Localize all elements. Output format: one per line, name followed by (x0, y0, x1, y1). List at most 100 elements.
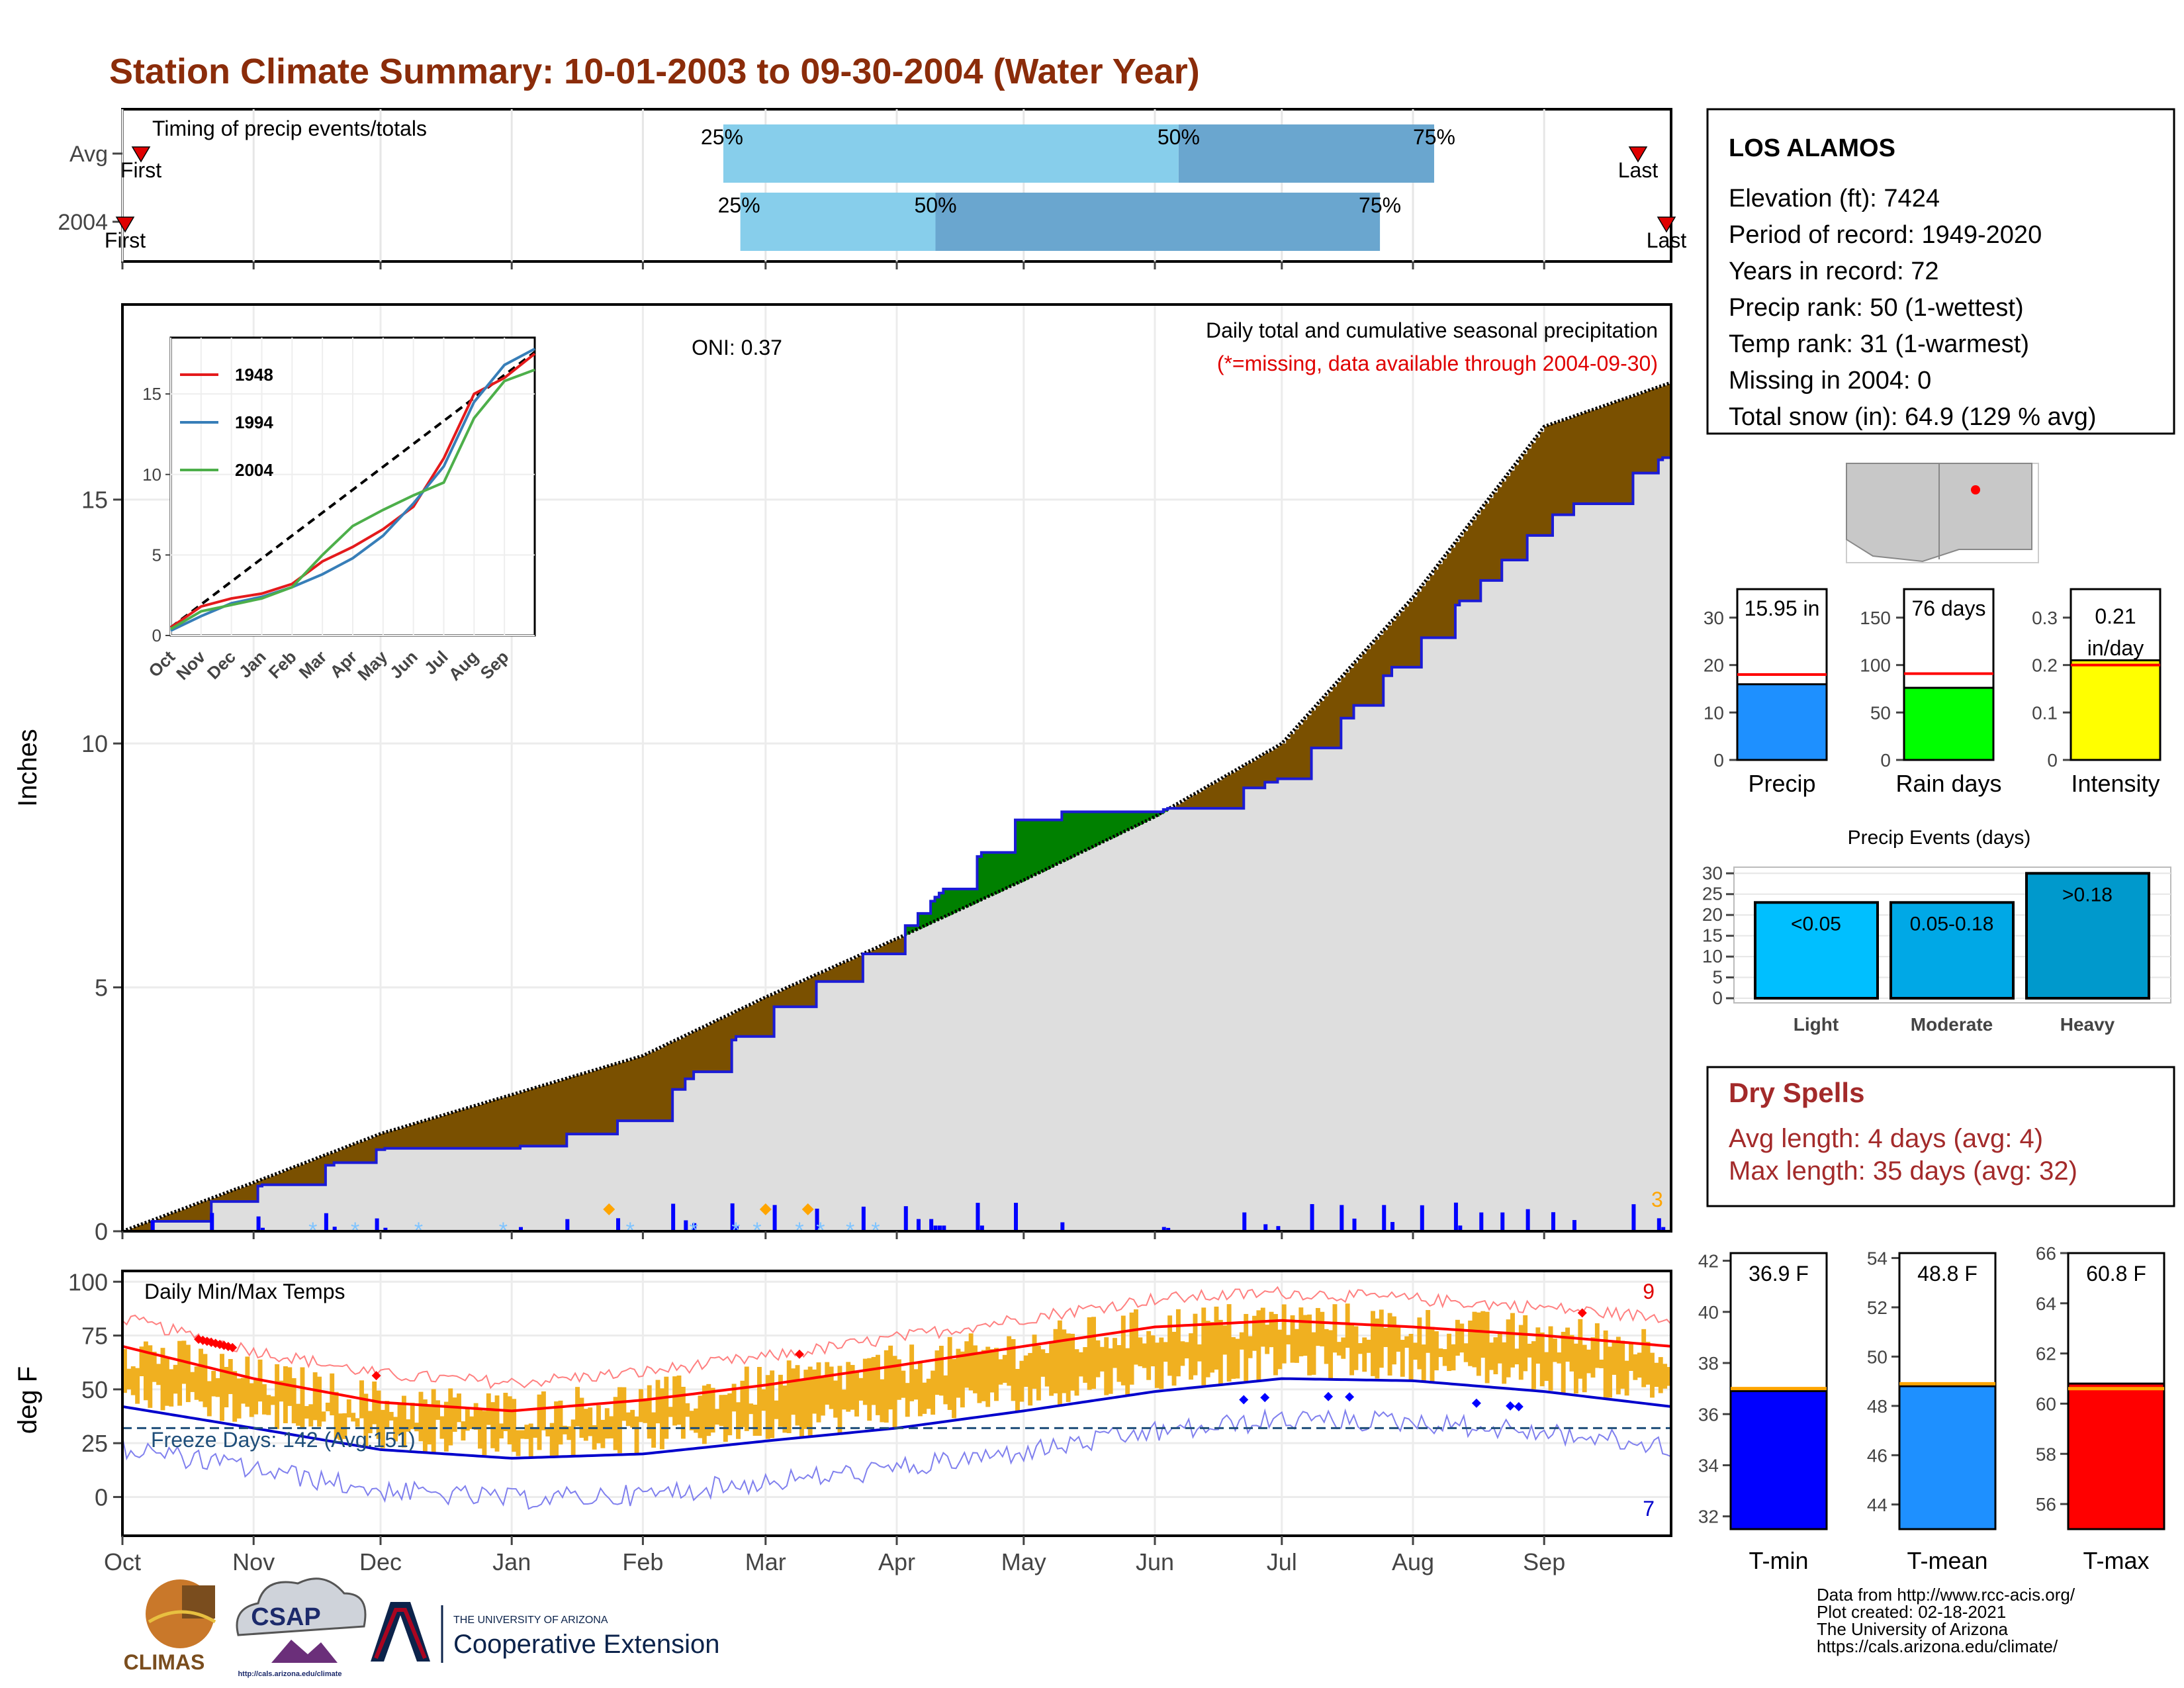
daily-temp-bar (1573, 1343, 1578, 1394)
inset-series-line (169, 352, 536, 629)
daily-precip-bar (772, 1205, 777, 1231)
daily-precip-bar (1572, 1220, 1576, 1231)
daily-temp-bar (401, 1395, 406, 1448)
month-label: Oct (104, 1548, 141, 1575)
daily-temp-bar (1433, 1331, 1439, 1371)
daily-temp-bar (1218, 1319, 1223, 1385)
daily-temp-bar (1116, 1345, 1122, 1382)
precip-anomaly-fill (533, 1088, 538, 1147)
daily-temp-bar (1044, 1353, 1050, 1387)
precip-anomaly-fill (261, 1179, 267, 1185)
precip-anomaly-fill (1573, 416, 1578, 504)
daily-temp-bar (1104, 1337, 1109, 1395)
daily-precip-bar (815, 1208, 819, 1231)
precip-anomaly-fill (448, 1113, 453, 1149)
precip-anomaly-fill (1324, 696, 1329, 748)
daily-temp-bar (685, 1403, 690, 1417)
temp-summary-label: T-mean (1907, 1547, 1987, 1574)
daily-temp-bar (1083, 1346, 1088, 1383)
record-low-marker (1260, 1393, 1270, 1403)
daily-temp-bar (1201, 1307, 1206, 1385)
precip-anomaly-fill (1129, 812, 1134, 829)
precip-anomaly-fill (1134, 812, 1139, 827)
ua-university-label: THE UNIVERSITY OF ARIZONA (453, 1615, 608, 1626)
daily-temp-bar (1244, 1313, 1249, 1382)
daily-temp-bar (321, 1411, 326, 1422)
precip-anomaly-fill (279, 1172, 284, 1185)
daily-temp-bar (1189, 1333, 1194, 1380)
precip-anomaly-fill (1349, 668, 1355, 718)
daily-temp-bar (122, 1348, 127, 1393)
temp-summary-ytick-label: 60 (2036, 1393, 2056, 1414)
precip-anomaly-fill (765, 997, 770, 1037)
precip-anomaly-fill (1357, 658, 1363, 706)
daily-precip-bar (1453, 1202, 1458, 1231)
precip-anomaly-fill (668, 1043, 673, 1121)
precip-anomaly-fill (723, 1017, 728, 1072)
daily-temp-bar (820, 1378, 825, 1416)
precip-anomaly-fill (1620, 400, 1625, 504)
daily-precip-bar (684, 1220, 688, 1231)
daily-temp-bar (981, 1350, 986, 1401)
dry-spells-title: Dry Spells (1729, 1077, 1864, 1108)
daily-temp-bar (989, 1349, 995, 1393)
daily-temp-bar (1408, 1333, 1414, 1381)
precip-anomaly-fill (393, 1129, 398, 1149)
precip-anomaly-fill (562, 1079, 567, 1147)
daily-temp-bar (1514, 1348, 1520, 1365)
precip-anomaly-fill (617, 1063, 623, 1121)
precip-anomaly-fill (1599, 407, 1604, 504)
record-high-count: 9 (1643, 1280, 1655, 1303)
event-bar-label: 0.05-0.18 (1910, 913, 1994, 935)
precip-anomaly-fill (473, 1105, 478, 1149)
daily-temp-bar (135, 1368, 140, 1404)
precip-anomaly-fill (359, 1141, 365, 1163)
daily-temp-bar (816, 1362, 821, 1423)
daily-temp-bar (934, 1350, 940, 1395)
daily-precip-bar (929, 1219, 934, 1231)
daily-temp-bar (232, 1371, 238, 1422)
daily-temp-bar (283, 1366, 288, 1424)
temp-summary-ytick-label: 54 (1867, 1248, 1888, 1268)
daily-temp-bar (655, 1380, 660, 1424)
precip-anomaly-fill (220, 1195, 225, 1202)
daily-precip-bar (1382, 1205, 1387, 1231)
daily-temp-bar (1357, 1343, 1363, 1354)
precip-anomaly-fill (1463, 531, 1469, 601)
precip-anomaly-fill (651, 1051, 657, 1121)
daily-temp-bar (1120, 1315, 1126, 1385)
precip-anomaly-fill (372, 1137, 377, 1163)
precip-anomaly-fill (934, 897, 940, 921)
daily-temp-bar (1666, 1367, 1672, 1386)
daily-temp-bar (452, 1397, 457, 1432)
daily-temp-bar (1590, 1337, 1596, 1378)
summary-value-label: 15.95 in (1745, 596, 1820, 620)
precip-anomaly-fill (185, 1207, 191, 1222)
summary-ytick-label: 0.1 (2032, 702, 2058, 723)
temp-summary-bar (1898, 1385, 1997, 1530)
precip-anomaly-fill (1527, 448, 1532, 536)
daily-temp-bar (427, 1404, 432, 1445)
precip-anomaly-fill (579, 1074, 584, 1135)
temp-ytick-label: 50 (81, 1376, 108, 1403)
daily-precip-bar (1420, 1205, 1424, 1231)
record-high-marker (371, 1371, 381, 1381)
daily-temp-bar (173, 1364, 178, 1394)
daily-temp-bar (160, 1348, 165, 1411)
precip-anomaly-fill (1459, 536, 1465, 601)
daily-temp-bar (1633, 1354, 1638, 1380)
daily-temp-bar (1049, 1340, 1054, 1396)
dry-spells-max: Max length: 35 days (avg: 32) (1729, 1156, 2077, 1186)
precip-anomaly-fill (1484, 503, 1490, 581)
daily-temp-bar (376, 1390, 381, 1439)
record-high-line (122, 1286, 1672, 1389)
daily-temp-bar (1612, 1342, 1617, 1375)
temp-summary-ytick-label: 66 (2036, 1243, 2056, 1264)
precip-anomaly-fill (1201, 790, 1206, 809)
summary-ytick-label: 30 (1704, 608, 1724, 628)
precip-anomaly-fill (1561, 420, 1566, 515)
timing-p50-label: 50% (914, 193, 956, 217)
daily-temp-bar (317, 1376, 322, 1427)
precip-anomaly-fill (1036, 820, 1041, 874)
daily-precip-bar (1458, 1225, 1463, 1231)
